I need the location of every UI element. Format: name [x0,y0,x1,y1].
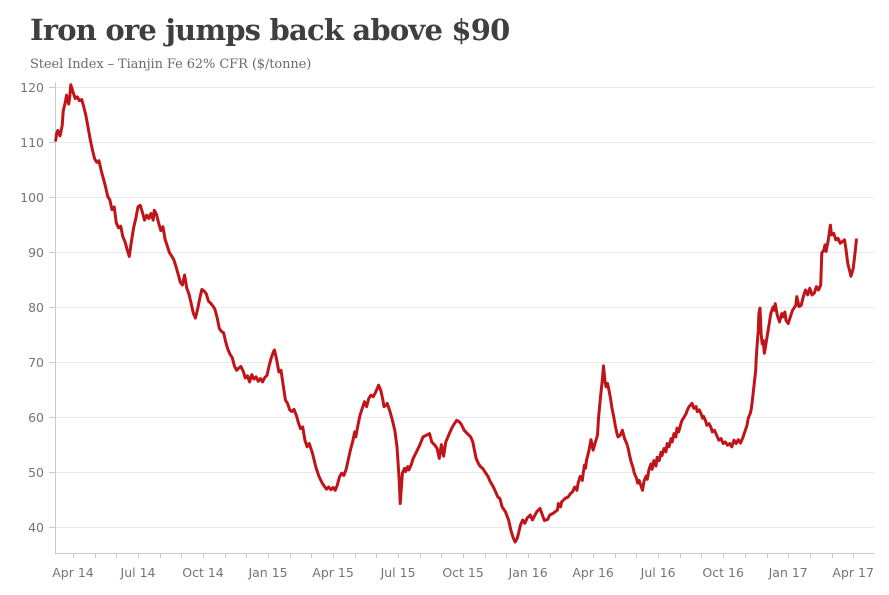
y-tick-label: 70 [28,355,44,370]
x-tick-label: Oct 16 [702,565,744,580]
x-tick-label: Apr 15 [312,565,354,580]
x-tick-label: Jul 15 [380,565,416,580]
chart-title: Iron ore jumps back above $90 [30,13,510,47]
y-tick-label: 50 [28,465,44,480]
x-tick-label: Oct 14 [182,565,224,580]
x-tick-label: Oct 15 [442,565,484,580]
x-tick-label: Jul 14 [120,565,156,580]
x-tick-label: Jan 15 [247,565,287,580]
y-tick-label: 100 [20,190,44,205]
chart-subtitle: Steel Index – Tianjin Fe 62% CFR ($/tonn… [30,57,312,72]
x-tick-label: Apr 17 [832,565,874,580]
x-tick-label: Jan 17 [768,565,808,580]
price-line [54,83,858,544]
x-tick-label: Jul 16 [640,565,676,580]
x-tick-label: Apr 16 [572,565,614,580]
y-tick-label: 40 [28,520,44,535]
y-tick-label: 80 [28,300,44,315]
x-tick-label: Jan 16 [508,565,548,580]
y-tick-label: 120 [20,80,44,95]
y-tick-label: 60 [28,410,44,425]
y-tick-label: 110 [20,135,44,150]
y-tick-label: 90 [28,245,44,260]
x-tick-label: Apr 14 [52,565,94,580]
